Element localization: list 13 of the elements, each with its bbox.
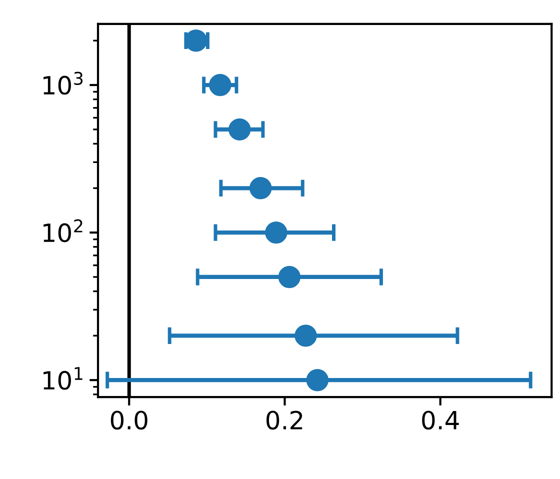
y-tick-label: 10$^{1}$: [44, 367, 82, 390]
x-tick-label: 0.0: [110, 410, 148, 430]
y-tick-label: 10$^{2}$: [44, 219, 82, 242]
point: [294, 324, 317, 347]
point: [278, 266, 301, 288]
point: [209, 74, 232, 96]
point: [228, 118, 251, 141]
point: [306, 368, 329, 392]
x-tick-label: 0.4: [422, 410, 459, 430]
point: [250, 177, 272, 200]
point: [265, 221, 288, 244]
x-tick-label: 0.2: [266, 410, 302, 430]
y-tick-label: 10$^{3}$: [44, 72, 83, 95]
